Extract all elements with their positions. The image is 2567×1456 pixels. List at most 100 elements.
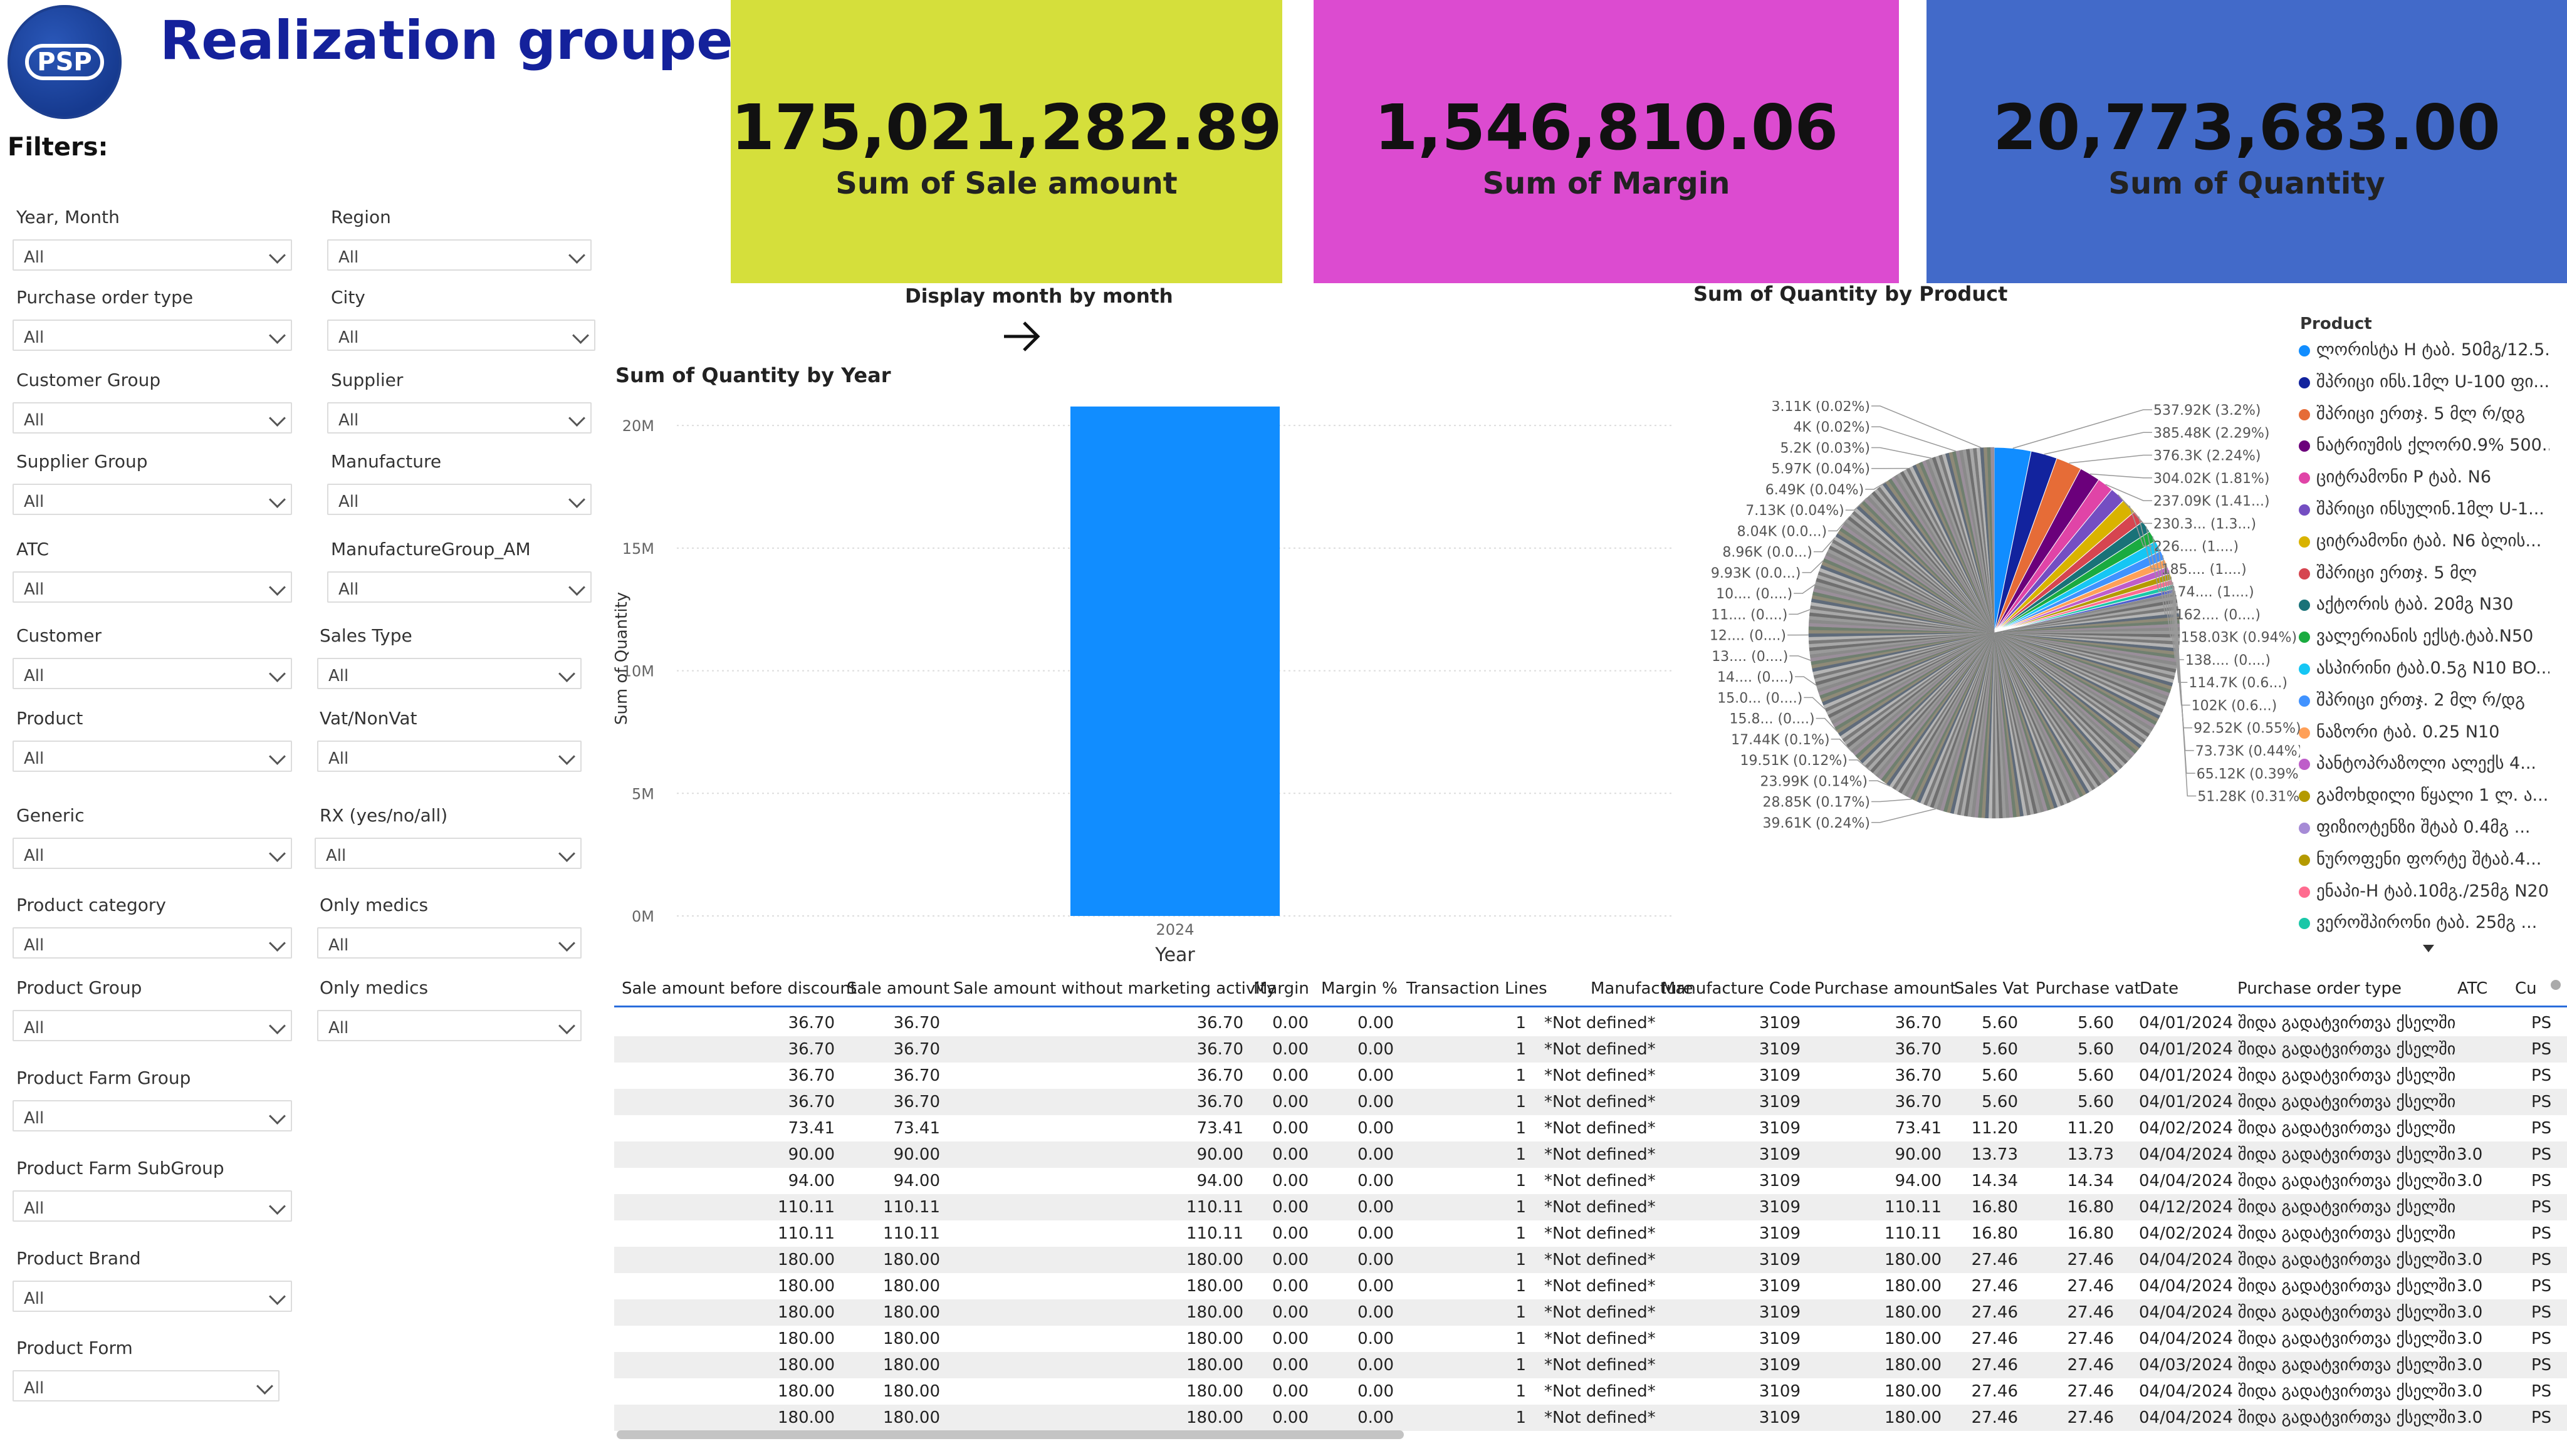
column-header[interactable]: ATC: [2457, 979, 2488, 998]
chevron-down-icon: [269, 1198, 286, 1215]
legend-item[interactable]: ფიზიოტენზი შტაბ 0.4მგ ...: [2299, 818, 2549, 837]
arrow-right-icon[interactable]: [1001, 316, 1042, 356]
slice-label: 376.3K (2.24%): [2153, 449, 2261, 464]
filter-dropdown[interactable]: All: [317, 741, 582, 772]
legend-item[interactable]: გამოხდილი წყალი 1 ლ. ა...: [2299, 786, 2549, 805]
legend-item[interactable]: ციტრამონი P ტაბ. N6: [2299, 467, 2549, 487]
column-header[interactable]: Sale amount: [847, 979, 950, 998]
legend-item[interactable]: ვალერიანის ექსტ.ტაბ.N50: [2299, 627, 2549, 646]
legend-item[interactable]: შპრიცი ერთჯ. 5 მლ რ/დგ: [2299, 404, 2549, 424]
table-cell: 27.46: [1971, 1277, 2018, 1296]
table-row[interactable]: 90.00 90.00 90.00 0.00 0.00 1 *Not defined* 310…: [614, 1141, 2567, 1168]
table-row[interactable]: 180.00 180.00 180.00 0.00 0.00 1 *Not defined*…: [614, 1299, 2567, 1326]
legend-item[interactable]: ვეროშპირონი ტაბ. 25მგ ...: [2299, 913, 2549, 932]
legend-item[interactable]: ლორისტა H ტაბ. 50მგ/12.5...: [2299, 340, 2549, 360]
filter-dropdown[interactable]: All: [13, 239, 292, 271]
table-cell: 5.60: [1982, 1014, 2018, 1032]
legend-item[interactable]: ნაზორი ტაბ. 0.25 N10: [2299, 722, 2549, 742]
filter-dropdown[interactable]: All: [317, 658, 582, 689]
filter-dropdown[interactable]: All: [317, 927, 582, 959]
table-row[interactable]: 180.00 180.00 180.00 0.00 0.00 1 *Not defined*…: [614, 1247, 2567, 1273]
table-row[interactable]: 36.70 36.70 36.70 0.00 0.00 1 *Not defined* 310…: [614, 1089, 2567, 1115]
table-row[interactable]: 94.00 94.00 94.00 0.00 0.00 1 *Not defined* 310…: [614, 1168, 2567, 1194]
table-cell: 36.70: [788, 1093, 835, 1111]
legend-item[interactable]: ნატრიუმის ქლორ0.9% 500...: [2299, 435, 2549, 455]
legend-scroll-down-icon[interactable]: [2423, 945, 2434, 952]
resize-handle-icon[interactable]: [2551, 980, 2561, 990]
filter-dropdown[interactable]: All: [13, 927, 292, 959]
filter-dropdown[interactable]: All: [13, 658, 292, 689]
table-row[interactable]: 36.70 36.70 36.70 0.00 0.00 1 *Not defined* 310…: [614, 1010, 2567, 1036]
column-header[interactable]: Margin: [1253, 979, 1309, 998]
legend-item[interactable]: პანტოპრაზოლი ალექს 4...: [2299, 754, 2549, 773]
chevron-down-icon: [269, 845, 286, 862]
legend-item[interactable]: ნუროფენი ფორტე შტაბ.4...: [2299, 850, 2549, 869]
table-cell: *Not defined*: [1544, 1382, 1656, 1401]
column-header[interactable]: Sales Vat: [1954, 979, 2029, 998]
legend-item[interactable]: ციტრამონი ტაბ. N6 ბლის...: [2299, 531, 2549, 551]
filter-dropdown[interactable]: All: [327, 239, 592, 271]
filter-dropdown[interactable]: All: [13, 1190, 292, 1222]
slice-label: 8.04K (0.0...): [1737, 524, 1827, 539]
leader-line: [1865, 481, 1887, 490]
legend-item[interactable]: ენაპი-H ტაბ.10მგ./25მგ N20: [2299, 881, 2549, 901]
table-cell: 36.70: [1196, 1066, 1243, 1085]
legend-item[interactable]: შპრიცი ინსულინ.1მლ U-1...: [2299, 499, 2549, 519]
table-row[interactable]: 180.00 180.00 180.00 0.00 0.00 1 *Not defined*…: [614, 1352, 2567, 1378]
column-header[interactable]: Sale amount without marketing activity: [953, 979, 1277, 998]
slice-label: 174.... (1....): [2169, 585, 2254, 600]
legend-item[interactable]: შპრიცი ერთჯ. 2 მლ რ/დგ: [2299, 690, 2549, 710]
filter-dropdown[interactable]: All: [13, 1370, 280, 1401]
table-row[interactable]: 36.70 36.70 36.70 0.00 0.00 1 *Not defined* 310…: [614, 1063, 2567, 1089]
slice-label: 15.8... (0....): [1730, 712, 1815, 727]
legend-item[interactable]: შპრიცი ერთჯ. 5 მლ: [2299, 563, 2549, 583]
filter-dropdown[interactable]: All: [13, 402, 292, 434]
filter-dropdown[interactable]: All: [327, 571, 592, 603]
filter-dropdown[interactable]: All: [13, 1010, 292, 1041]
table-row[interactable]: 180.00 180.00 180.00 0.00 0.00 1 *Not defined*…: [614, 1273, 2567, 1299]
filter-dropdown[interactable]: All: [13, 741, 292, 772]
filter-dropdown[interactable]: All: [317, 1010, 582, 1041]
table-row[interactable]: 73.41 73.41 73.41 0.00 0.00 1 *Not defined* 310…: [614, 1115, 2567, 1141]
column-header[interactable]: Date: [2140, 979, 2179, 998]
column-header[interactable]: Cu: [2515, 979, 2537, 998]
slice-label: 114.7K (0.6...): [2188, 675, 2287, 691]
filter-dropdown[interactable]: All: [13, 838, 292, 869]
legend-item[interactable]: შპრიცი ინს.1მლ U-100 ფი...: [2299, 372, 2549, 392]
filter-dropdown[interactable]: All: [13, 320, 292, 351]
table-row[interactable]: 36.70 36.70 36.70 0.00 0.00 1 *Not defined* 310…: [614, 1036, 2567, 1063]
column-header[interactable]: Purchase vat: [2036, 979, 2141, 998]
table-row[interactable]: 180.00 180.00 180.00 0.00 0.00 1 *Not defined*…: [614, 1326, 2567, 1352]
legend-item[interactable]: აქტორის ტაბ. 20მგ N30: [2299, 595, 2549, 614]
column-header[interactable]: Manufacture: [1591, 979, 1693, 998]
table-cell: PS: [2531, 1382, 2552, 1401]
column-header[interactable]: Transaction Lines: [1406, 979, 1547, 998]
column-header[interactable]: Purchase amount: [1814, 979, 1957, 998]
bar-2024: [1070, 406, 1280, 916]
table-cell: 14.34: [1971, 1172, 2018, 1190]
filter-dropdown[interactable]: All: [13, 571, 292, 603]
filter-dropdown[interactable]: All: [327, 402, 592, 434]
table-cell: 16.80: [2067, 1198, 2114, 1217]
filter-label: Purchase order type: [16, 287, 194, 308]
table-cell: 180.00: [1186, 1382, 1243, 1401]
filter-dropdown[interactable]: All: [315, 838, 582, 869]
table-row[interactable]: 180.00 180.00 180.00 0.00 0.00 1 *Not defined*…: [614, 1405, 2567, 1431]
filter-dropdown[interactable]: All: [13, 1100, 292, 1131]
legend-item[interactable]: ასპირინი ტაბ.0.5გ N10 BO...: [2299, 658, 2549, 678]
table-cell: 04/03/2024: [2139, 1356, 2233, 1375]
filter-dropdown[interactable]: All: [13, 1281, 292, 1312]
table-row[interactable]: 110.11 110.11 110.11 0.00 0.00 1 *Not defined*…: [614, 1194, 2567, 1220]
column-header[interactable]: Margin %: [1321, 979, 1398, 998]
column-header[interactable]: Sale amount before discount: [622, 979, 857, 998]
column-header[interactable]: Purchase order type: [2237, 979, 2402, 998]
horizontal-scrollbar[interactable]: [617, 1430, 1404, 1439]
table-row[interactable]: 110.11 110.11 110.11 0.00 0.00 1 *Not defined*…: [614, 1220, 2567, 1247]
filter-dropdown[interactable]: All: [327, 320, 595, 351]
filter-dropdown[interactable]: All: [327, 484, 592, 515]
table-row[interactable]: 180.00 180.00 180.00 0.00 0.00 1 *Not defined*…: [614, 1378, 2567, 1405]
filter-dropdown[interactable]: All: [13, 484, 292, 515]
table-cell: 3.0: [2457, 1277, 2483, 1296]
filter-value: All: [328, 936, 349, 955]
column-header[interactable]: Manufacture Code: [1661, 979, 1811, 998]
